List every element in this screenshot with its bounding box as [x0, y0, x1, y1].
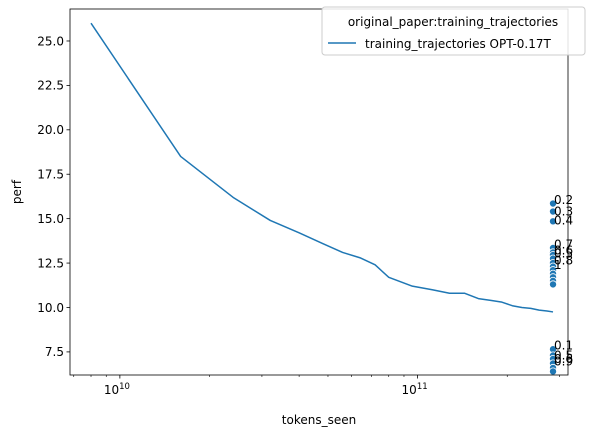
legend: original_paper:training_trajectories tra…: [321, 6, 586, 56]
point-annotation: 0.9: [554, 355, 573, 369]
scatter-point: [549, 280, 558, 289]
series-line: [90, 22, 554, 313]
x-tick-label: 1011: [402, 382, 428, 397]
y-tick-label: 17.5: [37, 168, 64, 182]
scatter-point: [549, 199, 558, 208]
plot-area: [70, 9, 568, 375]
legend-title: original_paper:training_trajectories: [348, 15, 558, 29]
legend-box: [321, 6, 586, 56]
plot-frame: [69, 8, 569, 376]
series-lines: [90, 22, 554, 313]
x-ticks: 1010 1011: [104, 375, 428, 397]
y-axis-label: perf: [10, 179, 24, 204]
scatter-point: [549, 207, 558, 216]
y-tick-label: 15.0: [37, 212, 64, 226]
point-annotation: 0.4: [554, 213, 573, 227]
point-annotation: 1: [554, 258, 562, 272]
y-tick-label: 7.5: [45, 345, 64, 359]
y-ticks: 7.5 10.0 12.5 15.0 17.5 20.0 22.5 25.0: [37, 34, 70, 359]
scatter-point: [549, 367, 558, 376]
scatter-points: [549, 199, 558, 376]
scatter-point: [549, 217, 558, 226]
y-tick-label: 25.0: [37, 34, 64, 48]
x-axis-label: tokens_seen: [282, 413, 356, 427]
y-tick-label: 12.5: [37, 256, 64, 270]
legend-entry-label: training_trajectories OPT-0.17T: [365, 37, 552, 51]
y-tick-label: 20.0: [37, 123, 64, 137]
y-tick-label: 10.0: [37, 301, 64, 315]
y-tick-label: 22.5: [37, 79, 64, 93]
x-tick-label: 1010: [104, 382, 130, 397]
